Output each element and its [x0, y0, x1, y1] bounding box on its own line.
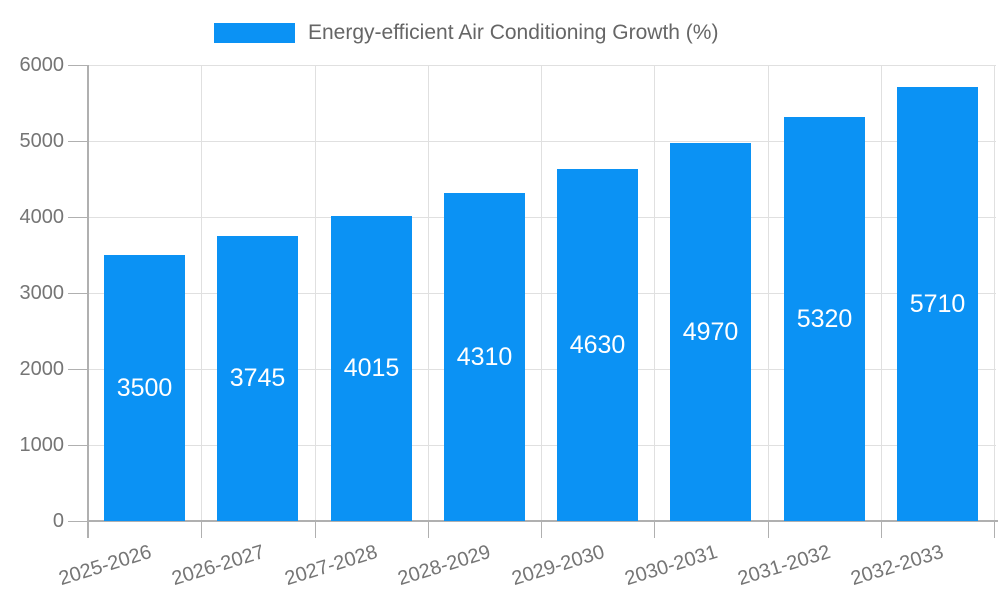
- y-axis-tick: [68, 369, 88, 370]
- y-axis-line: [87, 65, 89, 538]
- x-axis-tick: [994, 521, 995, 538]
- gridline-horizontal: [88, 141, 996, 142]
- y-axis-tick: [68, 445, 88, 446]
- y-axis-tick: [68, 293, 88, 294]
- bar-value-label: 4630: [569, 330, 626, 359]
- x-axis-tick: [428, 521, 429, 538]
- bar[interactable]: 4015: [331, 216, 412, 521]
- bar[interactable]: 5320: [784, 117, 865, 521]
- bar[interactable]: 4970: [670, 143, 751, 521]
- gridline-vertical: [768, 65, 769, 521]
- x-axis-tick: [541, 521, 542, 538]
- bar[interactable]: 4630: [557, 169, 638, 521]
- y-axis-tick: [68, 217, 88, 218]
- y-tick-label: 3000: [19, 282, 65, 304]
- y-tick-label: 4000: [19, 206, 65, 228]
- bar-value-label: 4015: [343, 354, 400, 382]
- legend-label: Energy-efficient Air Conditioning Growth…: [308, 21, 719, 44]
- bar[interactable]: 3745: [217, 236, 298, 521]
- y-axis-tick: [68, 521, 88, 522]
- gridline-vertical: [654, 65, 655, 521]
- bar[interactable]: 4310: [444, 193, 525, 521]
- gridline-vertical: [994, 65, 995, 521]
- y-axis-tick: [68, 141, 88, 142]
- gridline-vertical: [541, 65, 542, 521]
- bar[interactable]: 3500: [104, 255, 185, 521]
- y-tick-label: 2000: [19, 358, 65, 380]
- bar-value-label: 3500: [116, 373, 173, 402]
- y-tick-label: 6000: [19, 54, 65, 76]
- gridline-vertical: [428, 65, 429, 521]
- gridline-vertical: [315, 65, 316, 521]
- bar-value-label: 4970: [682, 317, 739, 346]
- gridline-vertical: [201, 65, 202, 521]
- x-axis-tick: [654, 521, 655, 538]
- bar-value-label: 3745: [229, 364, 286, 392]
- bar-value-label: 5320: [796, 304, 853, 333]
- bar[interactable]: 5710: [897, 87, 978, 521]
- gridline-horizontal: [88, 65, 996, 66]
- legend-swatch: [214, 23, 295, 43]
- gridline-vertical: [881, 65, 882, 521]
- gridline-horizontal: [88, 217, 996, 218]
- x-axis-line: [88, 520, 998, 522]
- x-axis-tick: [315, 521, 316, 538]
- y-axis-tick: [68, 65, 88, 66]
- gridline-horizontal: [88, 293, 996, 294]
- y-tick-label: 0: [52, 510, 64, 532]
- legend-item[interactable]: Energy-efficient Air Conditioning Growth…: [214, 21, 719, 44]
- bar-value-label: 5710: [909, 289, 966, 318]
- x-axis-tick: [768, 521, 769, 538]
- y-tick-label: 5000: [19, 130, 65, 152]
- gridline-horizontal: [88, 445, 996, 446]
- bar-value-label: 4310: [456, 342, 513, 371]
- x-axis-tick: [881, 521, 882, 538]
- gridline-horizontal: [88, 369, 996, 370]
- y-tick-label: 1000: [19, 434, 65, 456]
- x-axis-tick: [201, 521, 202, 538]
